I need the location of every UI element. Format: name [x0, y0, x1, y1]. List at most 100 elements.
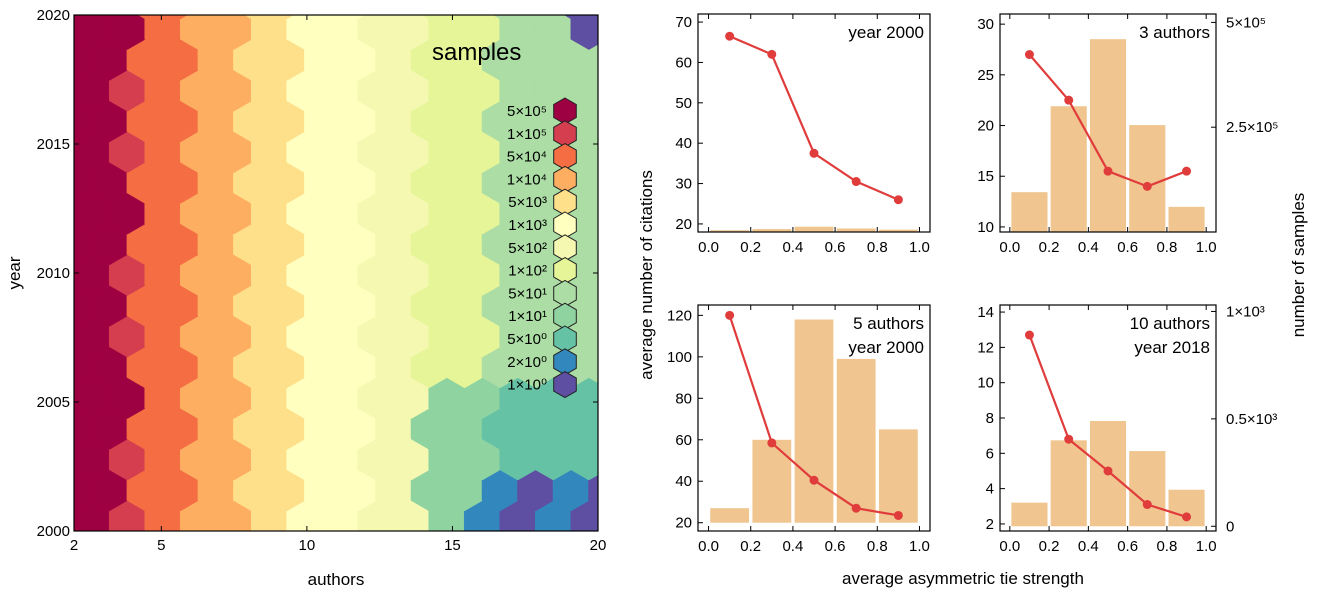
hexbin-cell	[179, 530, 182, 531]
x-tick-label: 0.2	[1039, 538, 1060, 555]
x-tick-label: 0.6	[825, 538, 846, 555]
hexbin-cell	[20, 469, 56, 511]
hexbin-cell	[20, 162, 56, 204]
hexbin-cell	[74, 448, 75, 471]
citation-point	[893, 195, 903, 205]
legend-swatch-icon	[553, 371, 577, 399]
x-tick-label: 0.2	[740, 239, 761, 256]
hexbin-cell	[279, 15, 295, 20]
hexbin-cell	[606, 500, 642, 542]
legend-entry-label: 1×10³	[508, 217, 547, 234]
hexbin-cell	[108, 530, 111, 531]
hexbin-cell	[102, 15, 117, 20]
bar	[710, 230, 750, 232]
citation-point	[1024, 50, 1034, 60]
legend-entry-label: 5×10²	[508, 240, 547, 257]
citation-point	[725, 310, 735, 320]
bar	[836, 228, 876, 232]
hexbin-cell	[173, 15, 188, 20]
citation-point	[851, 503, 861, 513]
y-tick-label: 20	[977, 118, 994, 135]
x-tick-label: 0.6	[1117, 538, 1138, 555]
bar	[1129, 451, 1166, 527]
hexbin-cell	[74, 79, 75, 102]
x-tick-label: 0.6	[1117, 239, 1138, 256]
citation-point	[809, 148, 819, 158]
y-tick-label: 20	[675, 216, 692, 233]
hexbin-cell	[74, 15, 82, 20]
x-tick-label: 0.8	[867, 239, 888, 256]
x-tick-label: 0.8	[867, 538, 888, 555]
citation-point	[1103, 166, 1113, 176]
hexbin-cell	[74, 202, 75, 225]
hexbin-cell	[208, 15, 224, 20]
x-tick-label: 0.0	[698, 538, 719, 555]
y-tick-label: 80	[675, 390, 692, 407]
hexbin-cell	[421, 15, 437, 20]
hexbin-cell	[137, 15, 153, 20]
y-tick-label: 2	[986, 516, 994, 533]
hexbin-x-tick-label: 10	[299, 537, 316, 554]
x-tick-label: 0.2	[740, 538, 761, 555]
y2-tick-label: 0	[1226, 518, 1234, 535]
hexbin-cell	[392, 530, 395, 531]
bar	[752, 229, 792, 232]
hexbin-cell	[386, 15, 401, 20]
y-tick-label: 40	[675, 473, 692, 490]
panel-annotation: 5 authors	[853, 314, 924, 333]
x-tick-label: 0.8	[1156, 239, 1177, 256]
hexbin-cell	[20, 285, 56, 327]
y-tick-label: 60	[675, 54, 692, 71]
hexbin-cell	[569, 530, 573, 531]
y2-tick-label: 5×10⁵	[1226, 14, 1266, 31]
legend-entry-label: 1×10¹	[508, 308, 547, 325]
x-tick-label: 0.4	[782, 538, 803, 555]
y-tick-label: 30	[675, 176, 692, 193]
bar	[1011, 192, 1048, 232]
legend-entry-label: 5×10⁵	[507, 103, 547, 120]
bar	[878, 229, 918, 232]
y-tick-label: 12	[977, 339, 994, 356]
shared-ylabel-right: number of samples	[1289, 193, 1308, 338]
legend-entry-label: 5×10¹	[508, 285, 547, 302]
x-tick-label: 0.8	[1156, 538, 1177, 555]
hexbin-y-tick-label: 2000	[37, 523, 70, 540]
y-tick-label: 30	[977, 16, 994, 33]
x-tick-label: 0.4	[782, 239, 803, 256]
panel-frame	[697, 304, 931, 532]
hexbin-x-tick-label: 15	[444, 537, 461, 554]
bar	[1129, 125, 1166, 232]
hexbin-cell	[350, 15, 366, 20]
bar	[1050, 440, 1087, 527]
y-tick-label: 8	[986, 410, 994, 427]
hexbin-ylabel: year	[5, 256, 24, 289]
hexbin-cell	[20, 223, 56, 265]
shared-ylabel-left: average number of citations	[637, 170, 656, 380]
citation-point	[1064, 434, 1074, 444]
panel-3: 0.0 0.2 0.4 0.6 0.8 1.0 20 40 60 80 100 120 5 author…	[667, 304, 931, 555]
hexbin-xlabel: authors	[308, 570, 365, 589]
x-tick-label: 0.0	[999, 538, 1020, 555]
hexbin-cell	[563, 15, 579, 20]
hexbin-y-tick-label: 2020	[37, 7, 70, 24]
hexbin-cell	[606, 438, 642, 480]
citation-point	[1103, 466, 1113, 476]
hexbin-chart: 2 5 10 15 20 2000 2005 2010 2015 2020 samples 5×1…	[5, 7, 642, 589]
hexbin-cell	[250, 530, 253, 531]
bar	[1011, 502, 1048, 527]
x-tick-label: 0.4	[1078, 239, 1099, 256]
legend-entry-label: 1×10⁰	[507, 377, 547, 394]
hexbin-cell	[244, 15, 259, 20]
panel-annotation: 3 authors	[1139, 23, 1210, 42]
panel-annotation: year 2000	[848, 338, 924, 357]
panel-annotation: year 2000	[848, 23, 924, 42]
y-tick-label: 20	[675, 515, 692, 532]
hexbin-x-tick-label: 5	[157, 537, 165, 554]
hexbin-cell	[20, 408, 56, 450]
bar	[1050, 106, 1087, 232]
hexbin-cell	[492, 15, 508, 20]
y-tick-label: 25	[977, 67, 994, 84]
legend-entry-label: 5×10⁴	[507, 149, 547, 166]
y2-tick-label: 0.5×10³	[1226, 411, 1277, 428]
bar	[1168, 206, 1205, 232]
